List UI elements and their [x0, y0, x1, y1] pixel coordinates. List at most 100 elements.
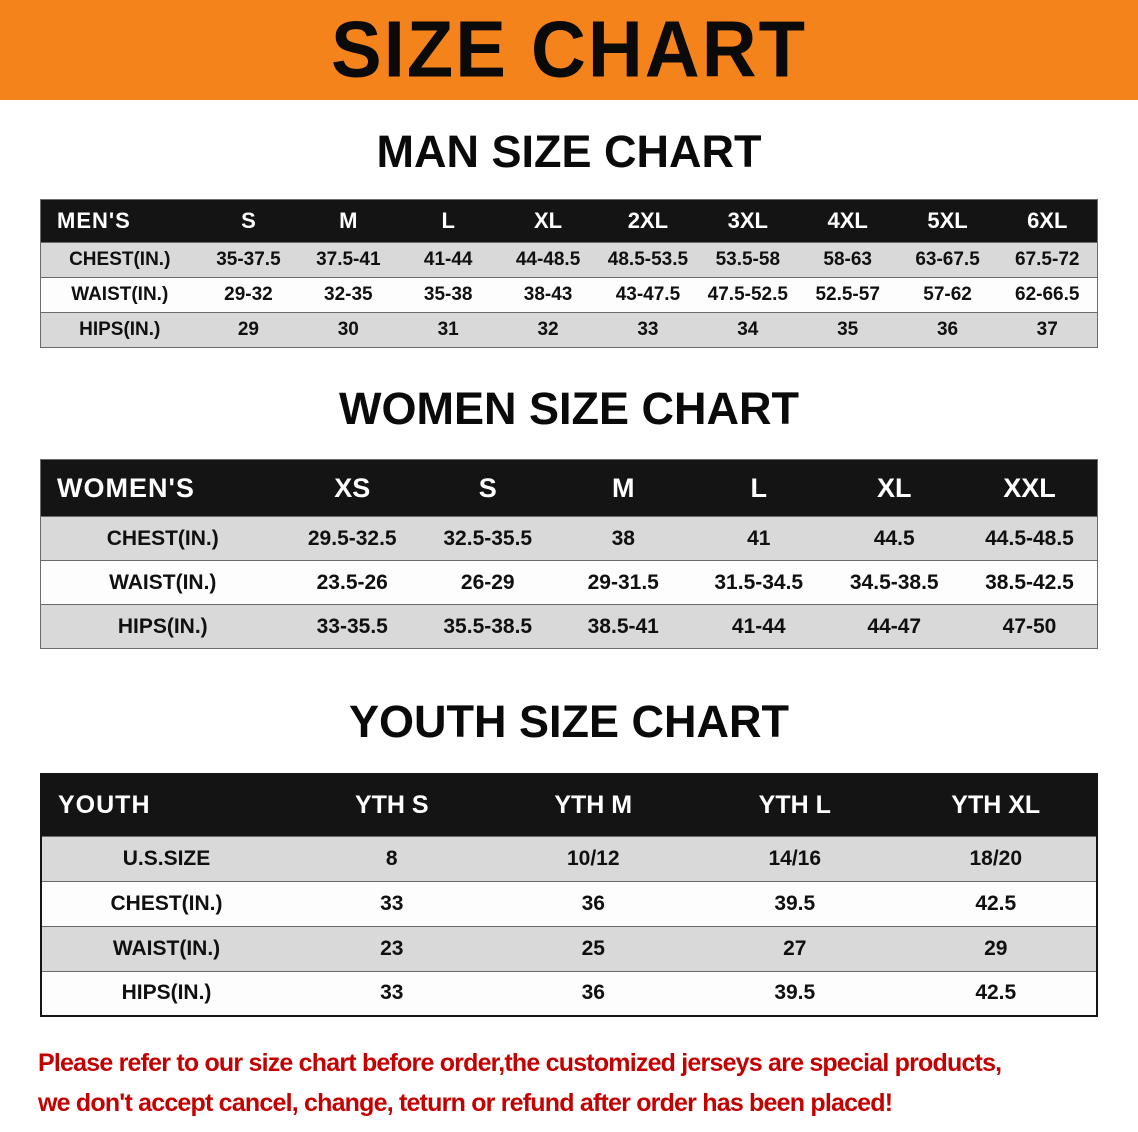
size-value-cell: 31.5-34.5 [691, 560, 827, 605]
size-column-header: YTH S [291, 774, 493, 836]
size-value-cell: 35 [797, 312, 898, 348]
measurement-row: CHEST(IN.) 35-37.5 37.5-41 41-44 44-48.5 48.5… [40, 242, 1098, 278]
size-value-cell: 29-31.5 [555, 560, 691, 605]
size-value-cell: 44-48.5 [498, 242, 598, 278]
size-value-cell: 34.5-38.5 [826, 560, 962, 605]
size-value-cell: 14/16 [694, 835, 896, 881]
size-value-cell: 31 [398, 312, 499, 348]
size-header-row: MEN'S S M L XL 2XL 3XL 4XL 5XL 6XL [40, 199, 1098, 243]
size-column-header: 6XL [997, 199, 1098, 243]
size-value-cell: 33 [291, 880, 493, 926]
size-value-cell: 18/20 [895, 835, 1097, 881]
size-value-cell: 57-62 [897, 277, 998, 313]
notice-line-1: Please refer to our size chart before or… [38, 1049, 1002, 1077]
size-value-cell: 62-66.5 [997, 277, 1098, 313]
size-column-header: L [398, 199, 499, 243]
size-column-header: XL [826, 459, 962, 517]
size-value-cell: 42.5 [895, 880, 1097, 926]
men-size-table: MEN'S S M L XL 2XL 3XL 4XL 5XL 6XL CHEST(IN.) 35-37… [40, 199, 1098, 348]
size-value-cell: 8 [291, 835, 493, 881]
size-value-cell: 23.5-26 [284, 560, 420, 605]
size-column-header: M [555, 459, 691, 517]
notice-line-2: we don't accept cancel, change, teturn o… [38, 1089, 893, 1117]
size-value-cell: 47.5-52.5 [697, 277, 798, 313]
measurement-row: CHEST(IN.) 33 36 39.5 42.5 [41, 880, 1097, 926]
size-value-cell: 52.5-57 [797, 277, 898, 313]
size-header-row: YOUTH YTH S YTH M YTH L YTH XL [41, 774, 1097, 836]
size-value-cell: 38.5-42.5 [962, 560, 1098, 605]
size-value-cell: 35.5-38.5 [420, 604, 556, 649]
size-value-cell: 35-37.5 [198, 242, 299, 278]
size-column-header: XL [498, 199, 598, 243]
size-value-cell: 32-35 [298, 277, 399, 313]
page-title: SIZE CHART [331, 4, 807, 95]
size-value-cell: 30 [298, 312, 399, 348]
youth-size-table: YOUTH YTH S YTH M YTH L YTH XL U.S.SIZE 8 10/12… [40, 773, 1098, 1017]
size-value-cell: 39.5 [694, 970, 896, 1016]
size-value-cell: 36 [492, 970, 694, 1016]
measurement-row: U.S.SIZE 8 10/12 14/16 18/20 [41, 835, 1097, 881]
size-column-header: YTH XL [895, 774, 1097, 836]
size-value-cell: 36 [897, 312, 998, 348]
size-value-cell: 53.5-58 [697, 242, 798, 278]
size-value-cell: 44.5 [826, 516, 962, 561]
banner: SIZE CHART [0, 0, 1138, 100]
measurement-row-label: U.S.SIZE [41, 835, 291, 881]
size-value-cell: 10/12 [492, 835, 694, 881]
size-value-cell: 32.5-35.5 [420, 516, 556, 561]
size-value-cell: 37 [997, 312, 1098, 348]
women-size-table: WOMEN'S XS S M L XL XXL CHEST(IN.) 29.5-32.5 32.5… [40, 459, 1098, 649]
size-value-cell: 29-32 [198, 277, 299, 313]
size-value-cell: 67.5-72 [997, 242, 1098, 278]
size-column-header: YTH M [492, 774, 694, 836]
measurement-row: HIPS(IN.) 33 36 39.5 42.5 [41, 970, 1097, 1016]
size-column-header: S [198, 199, 299, 243]
measurement-row: CHEST(IN.) 29.5-32.5 32.5-35.5 38 41 44.5 44.5… [40, 516, 1098, 561]
size-value-cell: 47-50 [962, 604, 1098, 649]
size-column-header: XS [284, 459, 420, 517]
size-column-header: 4XL [797, 199, 898, 243]
size-value-cell: 32 [498, 312, 598, 348]
women-section-heading: WOMEN SIZE CHART [339, 383, 799, 434]
size-value-cell: 38 [555, 516, 691, 561]
size-column-header: XXL [962, 459, 1098, 517]
size-value-cell: 39.5 [694, 880, 896, 926]
size-value-cell: 33 [291, 970, 493, 1016]
youth-size-section: YOUTH SIZE CHART YOUTH YTH S YTH M YTH L YTH… [0, 697, 1138, 1017]
order-notice: Please refer to our size chart before or… [38, 1043, 1138, 1123]
size-value-cell: 43-47.5 [598, 277, 698, 313]
size-value-cell: 27 [694, 925, 896, 971]
measurement-row: WAIST(IN.) 23.5-26 26-29 29-31.5 31.5-34.5 34… [40, 560, 1098, 605]
measurement-row-label: WAIST(IN.) [41, 925, 291, 971]
size-value-cell: 44.5-48.5 [962, 516, 1098, 561]
size-value-cell: 58-63 [797, 242, 898, 278]
measurement-row-label: HIPS(IN.) [40, 312, 199, 348]
size-column-header: 3XL [697, 199, 798, 243]
size-value-cell: 41-44 [398, 242, 499, 278]
measurement-row-label: HIPS(IN.) [41, 970, 291, 1016]
measurement-row: HIPS(IN.) 33-35.5 35.5-38.5 38.5-41 41-44 44-… [40, 604, 1098, 649]
size-value-cell: 29 [198, 312, 299, 348]
size-column-header: 2XL [598, 199, 698, 243]
size-value-cell: 42.5 [895, 970, 1097, 1016]
men-size-section: MAN SIZE CHART MEN'S S M L XL 2XL 3XL 4XL 5XL 6XL… [0, 127, 1138, 348]
measurement-row-label: CHEST(IN.) [40, 516, 285, 561]
size-value-cell: 23 [291, 925, 493, 971]
measurement-row: HIPS(IN.) 29 30 31 32 33 34 35 36 37 [40, 312, 1098, 348]
size-value-cell: 33-35.5 [284, 604, 420, 649]
size-value-cell: 41-44 [691, 604, 827, 649]
size-value-cell: 29.5-32.5 [284, 516, 420, 561]
men-section-heading: MAN SIZE CHART [376, 126, 762, 177]
measurement-row-label: HIPS(IN.) [40, 604, 285, 649]
size-header-row: WOMEN'S XS S M L XL XXL [40, 459, 1098, 517]
women-size-section: WOMEN SIZE CHART WOMEN'S XS S M L XL XXL CHEST(… [0, 384, 1138, 649]
size-value-cell: 26-29 [420, 560, 556, 605]
size-value-cell: 29 [895, 925, 1097, 971]
size-value-cell: 36 [492, 880, 694, 926]
size-value-cell: 44-47 [826, 604, 962, 649]
size-value-cell: 41 [691, 516, 827, 561]
size-value-cell: 33 [598, 312, 698, 348]
size-column-header: L [691, 459, 827, 517]
size-value-cell: 48.5-53.5 [598, 242, 698, 278]
